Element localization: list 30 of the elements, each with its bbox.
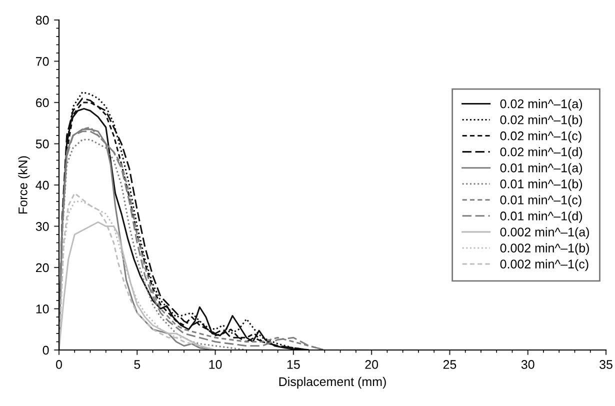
legend-label: 0.01 min^–1(d)	[500, 211, 582, 223]
legend-label: 0.01 min^–1(a)	[500, 163, 582, 175]
legend-label: 0.02 min^–1(a)	[500, 99, 582, 111]
y-tick-label: 80	[36, 16, 49, 25]
legend-label: 0.02 min^–1(b)	[500, 115, 582, 127]
x-tick-label: 20	[365, 360, 378, 369]
legend-label: 0.02 min^–1(d)	[500, 147, 582, 159]
x-tick-label: 0	[56, 360, 62, 369]
legend-label: 0.02 min^–1(c)	[500, 131, 582, 143]
legend-label: 0.002 min^–1(b)	[500, 243, 589, 255]
legend-label: 0.002 min^–1(c)	[500, 259, 588, 271]
legend-label: 0.002 min^–1(a)	[500, 227, 589, 239]
y-tick-label: 40	[36, 180, 49, 190]
x-tick-label: 30	[521, 360, 534, 369]
x-tick-label: 5	[134, 360, 140, 369]
y-tick-label: 70	[36, 57, 49, 66]
x-axis-title: Displacement (mm)	[279, 376, 386, 389]
y-tick-label: 10	[36, 304, 49, 314]
y-tick-label: 50	[36, 140, 49, 148]
y-tick-label: 20	[36, 263, 49, 272]
y-tick-label: 30	[36, 222, 49, 231]
x-tick-label: 15	[287, 360, 300, 369]
legend-label: 0.01 min^–1(b)	[500, 179, 582, 191]
y-tick-label: 60	[36, 98, 49, 108]
x-tick-label: 25	[443, 360, 456, 369]
x-tick-label: 10	[209, 360, 222, 369]
y-axis-title: Force (kN)	[18, 156, 30, 214]
y-tick-label: 0	[42, 346, 49, 355]
legend-label: 0.01 min^–1(c)	[500, 195, 582, 207]
x-tick-label: 35	[600, 360, 612, 369]
